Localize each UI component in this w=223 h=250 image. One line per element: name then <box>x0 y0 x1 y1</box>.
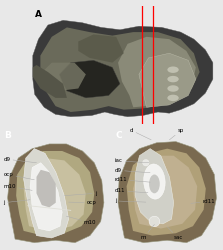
Ellipse shape <box>144 164 165 199</box>
Polygon shape <box>118 142 217 243</box>
Text: B: B <box>4 131 11 140</box>
Ellipse shape <box>149 174 160 193</box>
Ellipse shape <box>149 216 160 227</box>
Polygon shape <box>30 163 62 231</box>
Text: d11: d11 <box>115 188 148 194</box>
Text: j: j <box>115 198 146 203</box>
Polygon shape <box>24 158 86 231</box>
Polygon shape <box>127 149 206 236</box>
Polygon shape <box>40 28 200 112</box>
Text: sp: sp <box>169 128 184 140</box>
Polygon shape <box>133 156 197 228</box>
Text: m: m <box>141 224 154 240</box>
Polygon shape <box>139 53 196 107</box>
Polygon shape <box>37 170 56 207</box>
Text: d9: d9 <box>115 168 150 173</box>
Text: m10: m10 <box>66 216 96 225</box>
Text: m10: m10 <box>3 184 32 190</box>
Text: ocp: ocp <box>69 200 96 205</box>
Text: sac: sac <box>167 227 183 240</box>
Text: d: d <box>130 128 151 140</box>
Polygon shape <box>59 60 120 98</box>
Polygon shape <box>33 20 213 117</box>
Ellipse shape <box>167 76 179 82</box>
Text: rd11: rd11 <box>115 177 150 182</box>
Polygon shape <box>24 149 69 238</box>
Polygon shape <box>33 65 67 98</box>
Text: iac: iac <box>115 158 149 164</box>
Polygon shape <box>16 151 94 236</box>
Polygon shape <box>78 34 124 63</box>
Text: rd11: rd11 <box>191 199 215 204</box>
Text: C: C <box>116 131 122 140</box>
Ellipse shape <box>167 85 179 92</box>
Text: ocp: ocp <box>3 172 34 180</box>
Text: A: A <box>35 10 42 19</box>
Ellipse shape <box>143 160 149 166</box>
Polygon shape <box>42 63 86 91</box>
Ellipse shape <box>167 66 179 73</box>
Text: d9: d9 <box>3 157 37 163</box>
Polygon shape <box>135 149 174 224</box>
Polygon shape <box>118 37 196 107</box>
Text: j: j <box>3 200 30 205</box>
Ellipse shape <box>167 95 179 101</box>
Text: j: j <box>64 191 96 196</box>
Polygon shape <box>8 144 104 243</box>
